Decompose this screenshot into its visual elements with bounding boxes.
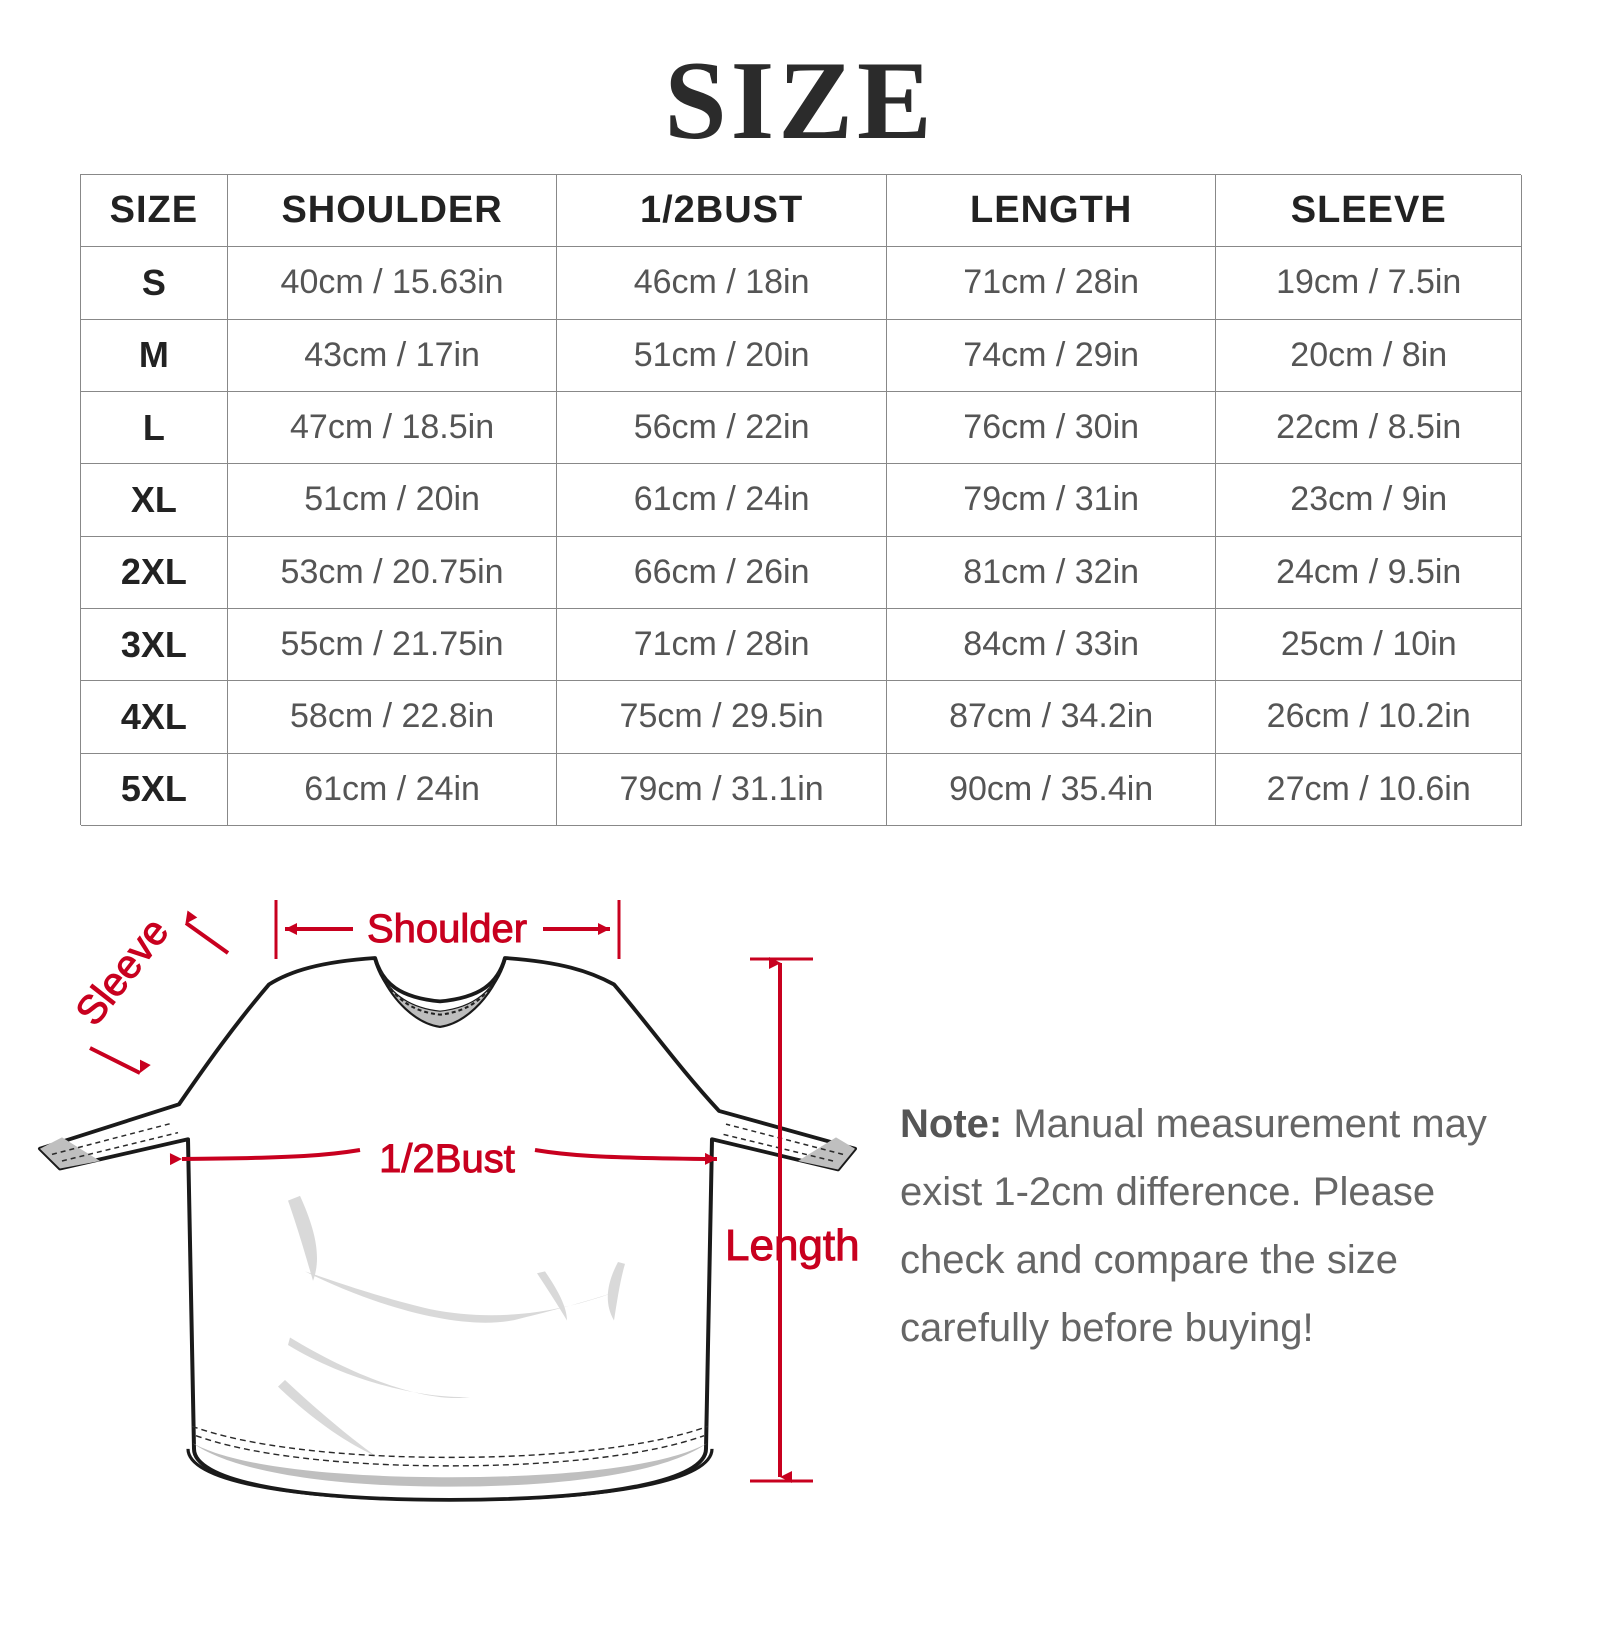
svg-text:Sleeve: Sleeve — [67, 910, 177, 1033]
svg-text:Length: Length — [725, 1221, 860, 1270]
svg-text:1/2Bust: 1/2Bust — [379, 1137, 515, 1181]
svg-text:Shoulder: Shoulder — [367, 907, 527, 951]
